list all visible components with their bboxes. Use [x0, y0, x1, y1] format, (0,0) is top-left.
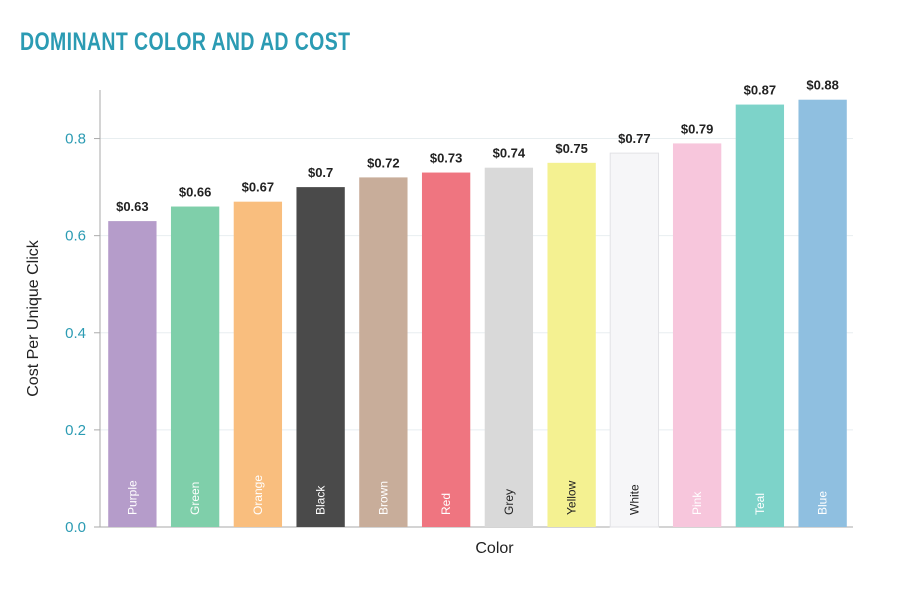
category-label: White	[627, 484, 641, 515]
category-label: Teal	[753, 493, 767, 515]
category-label: Red	[439, 493, 453, 515]
category-label: Yellow	[565, 480, 579, 515]
data-label: $0.88	[806, 78, 839, 93]
category-label: Pink	[690, 491, 704, 515]
bar-grey	[484, 167, 534, 527]
bar-red	[421, 172, 471, 528]
y-axis-title: Cost Per Unique Click	[25, 239, 42, 397]
data-label: $0.7	[308, 165, 333, 180]
bar-yellow	[547, 162, 596, 528]
y-tick-label: 0.0	[65, 519, 86, 536]
data-label: $0.87	[744, 83, 777, 98]
bar-brown	[359, 177, 408, 527]
data-label: $0.66	[179, 185, 212, 200]
bar-pink	[672, 143, 722, 527]
y-tick-label: 0.8	[65, 131, 86, 148]
bar-black	[296, 187, 345, 527]
category-label: Grey	[502, 489, 516, 515]
bar-white	[609, 152, 660, 528]
category-label: Orange	[251, 475, 265, 515]
chart-title: DOMINANT COLOR AND AD COST	[20, 28, 351, 56]
x-axis-title: Color	[475, 540, 514, 557]
category-label: Purple	[125, 480, 139, 515]
data-label: $0.75	[555, 141, 588, 156]
category-label: Blue	[816, 491, 830, 515]
data-label: $0.74	[493, 146, 526, 161]
y-tick-label: 0.6	[65, 228, 86, 245]
bar-teal	[735, 104, 785, 528]
data-label: $0.72	[367, 155, 400, 170]
bar-green	[170, 206, 220, 528]
bar-purple	[108, 221, 157, 527]
bar-blue	[798, 99, 847, 527]
category-label: Black	[314, 485, 328, 515]
bar-orange	[233, 201, 283, 527]
y-tick-label: 0.2	[65, 422, 86, 439]
data-label: $0.73	[430, 151, 463, 166]
data-label: $0.77	[618, 131, 651, 146]
category-label: Green	[188, 482, 202, 515]
data-label: $0.79	[681, 121, 714, 136]
data-label: $0.63	[116, 199, 149, 214]
data-label: $0.67	[242, 180, 275, 195]
y-tick-label: 0.4	[65, 325, 86, 342]
category-label: Brown	[376, 481, 390, 515]
